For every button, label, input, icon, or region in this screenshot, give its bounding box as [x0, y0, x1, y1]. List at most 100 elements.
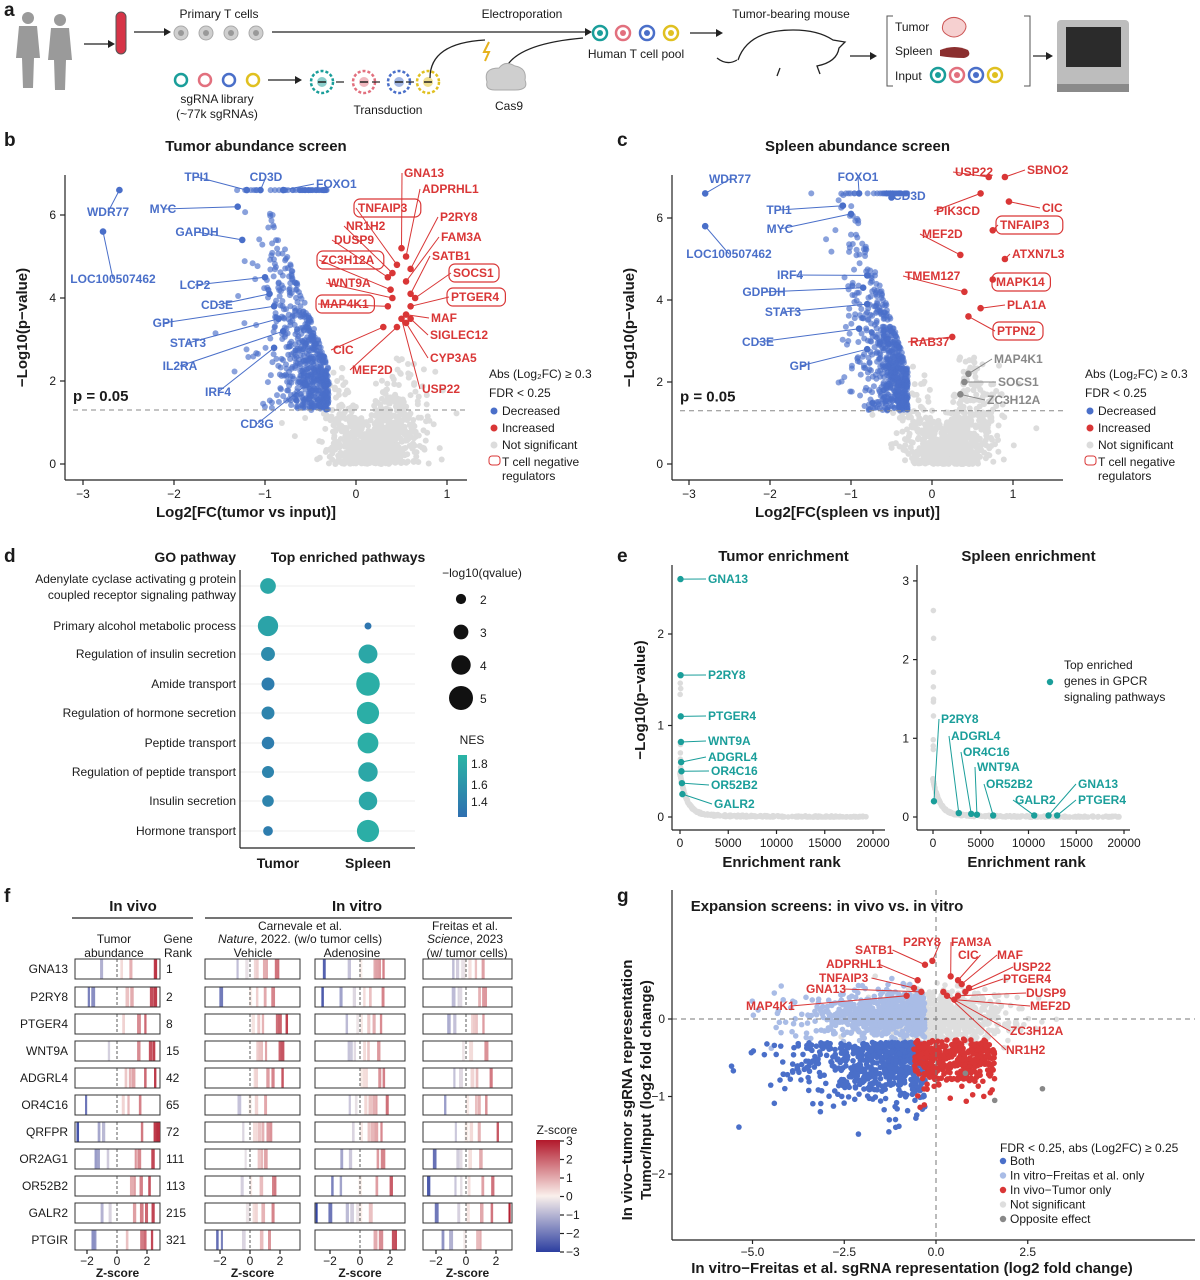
data-point-decreased: [259, 241, 266, 248]
zscore-stripe: [257, 1014, 261, 1034]
data-point-decreased: [296, 345, 303, 352]
gene-leader-line: [1008, 201, 1041, 209]
data-point-not-significant: [436, 445, 443, 452]
pathway-label: Insulin secretion: [149, 794, 236, 808]
data-point-not-significant: [694, 809, 700, 816]
data-point-decreased: [845, 190, 852, 197]
gene-label-PTGER4: PTGER4: [708, 709, 756, 723]
group-label-in-vivo: In vivo: [109, 898, 157, 915]
data-point-decreased: [904, 365, 911, 372]
data-point-not-significant: [323, 446, 330, 453]
zscore-stripe: [216, 1230, 219, 1250]
data-point-not-significant: [358, 460, 365, 467]
zscore-track: [422, 1040, 513, 1062]
data-point-decreased: [277, 386, 284, 393]
data-point-not-significant: [417, 414, 424, 421]
y-tick-label: 3: [902, 574, 909, 588]
gene-point-GAPDH: [238, 236, 246, 244]
y-tick-label: 0: [656, 457, 663, 471]
t-cell-nucleus-icon: [178, 30, 184, 36]
gene-label-MAP4K1: MAP4K1: [320, 297, 369, 311]
data-point-not-significant: [956, 459, 963, 466]
y-axis-label: −Log10(p−value): [621, 268, 638, 387]
gene-point-OR4C16: [968, 810, 975, 818]
gene-leader-line: [974, 766, 978, 815]
data-point-decreased: [861, 335, 868, 342]
zscore-stripe: [380, 1122, 383, 1142]
data-point-not-significant: [362, 448, 369, 455]
data-point-decreased: [271, 324, 278, 331]
data-point-not-significant: [916, 417, 923, 424]
sequencer-base-icon: [1057, 84, 1129, 92]
gene-label-WDR77: WDR77: [709, 172, 751, 186]
gene-point-MEF2D: [393, 323, 401, 331]
data-point-not-significant: [995, 422, 1002, 429]
gene-point-SBNO2: [1001, 173, 1009, 181]
row-gene-label: OR2AG1: [19, 1152, 68, 1166]
data-point-not-significant: [359, 417, 366, 424]
size-legend-dot: [453, 624, 469, 640]
chart-title: Spleen abundance screen: [765, 138, 950, 155]
data-point-not-significant: [358, 425, 365, 432]
gene-leader-line: [960, 751, 972, 814]
gene-leader-line: [331, 239, 389, 278]
legend-line1: Abs (Log₂FC) ≥ 0.3: [489, 367, 592, 381]
zscore-stripe: [356, 1203, 360, 1223]
zscore-stripe: [266, 1068, 270, 1088]
data-point-decreased: [304, 365, 311, 372]
size-legend-label: 3: [480, 626, 487, 640]
zscore-stripe: [137, 1041, 141, 1061]
gene-point-OR52B2: [989, 812, 997, 819]
spleen-enrichment-dot: [356, 819, 380, 843]
zscore-stripe: [100, 959, 104, 979]
data-point-decreased: [270, 222, 277, 229]
row-gene-rank: 2: [166, 990, 173, 1004]
gene-leader-line: [410, 216, 439, 270]
data-point-not-significant: [342, 391, 349, 398]
zscore-stripe: [345, 1014, 349, 1034]
data-point-decreased: [279, 303, 286, 310]
human-figure-icon: [16, 26, 40, 88]
data-point-decreased: [289, 373, 296, 380]
zscore-stripe: [434, 1203, 439, 1223]
col-header: (w/ tumor cells): [426, 946, 507, 960]
data-point-not-significant: [380, 438, 387, 445]
data-point-decreased: [887, 369, 894, 376]
zscore-track: [74, 1067, 161, 1089]
row-gene-rank: 15: [166, 1044, 180, 1058]
zscore-stripe: [479, 1149, 483, 1169]
data-point-decreased: [266, 397, 273, 404]
x-axis-label: Enrichment rank: [967, 854, 1086, 871]
x-tick-label: −2: [80, 1254, 94, 1268]
data-point-not-significant: [930, 696, 937, 702]
row-gene-label: OR52B2: [22, 1179, 68, 1193]
data-point-decreased: [293, 398, 300, 405]
data-point-not-significant: [966, 405, 973, 412]
x-tick-label: 2: [144, 1254, 151, 1268]
data-point-not-significant: [1090, 813, 1096, 819]
gene-label-GPI: GPI: [790, 359, 811, 373]
gene-leader-line: [410, 296, 450, 307]
data-point-decreased: [835, 197, 842, 204]
data-point-decreased: [877, 367, 884, 374]
data-point-decreased: [269, 249, 276, 256]
gene-label-GNA13: GNA13: [404, 166, 444, 180]
zscore-stripe: [321, 987, 324, 1007]
data-point-not-significant: [814, 814, 820, 820]
zscore-stripe: [108, 1203, 112, 1223]
gene-label-DUSP9: DUSP9: [334, 233, 374, 247]
row-gene-rank: 321: [166, 1233, 186, 1247]
data-point-decreased: [881, 386, 888, 393]
zscore-track: [74, 1121, 161, 1143]
zscore-stripe: [483, 987, 488, 1007]
gene-label-WDR77: WDR77: [87, 205, 129, 219]
zscore-stripe: [368, 1203, 373, 1223]
data-point-decreased: [286, 292, 293, 299]
gene-label-TPI1: TPI1: [766, 203, 792, 217]
gene-label-USP22: USP22: [955, 165, 993, 179]
data-point-decreased: [260, 400, 267, 407]
data-point-not-significant: [933, 457, 940, 464]
data-point-not-significant: [365, 427, 372, 434]
nes-colorbar: [458, 755, 467, 817]
zscore-stripe: [271, 1068, 275, 1088]
